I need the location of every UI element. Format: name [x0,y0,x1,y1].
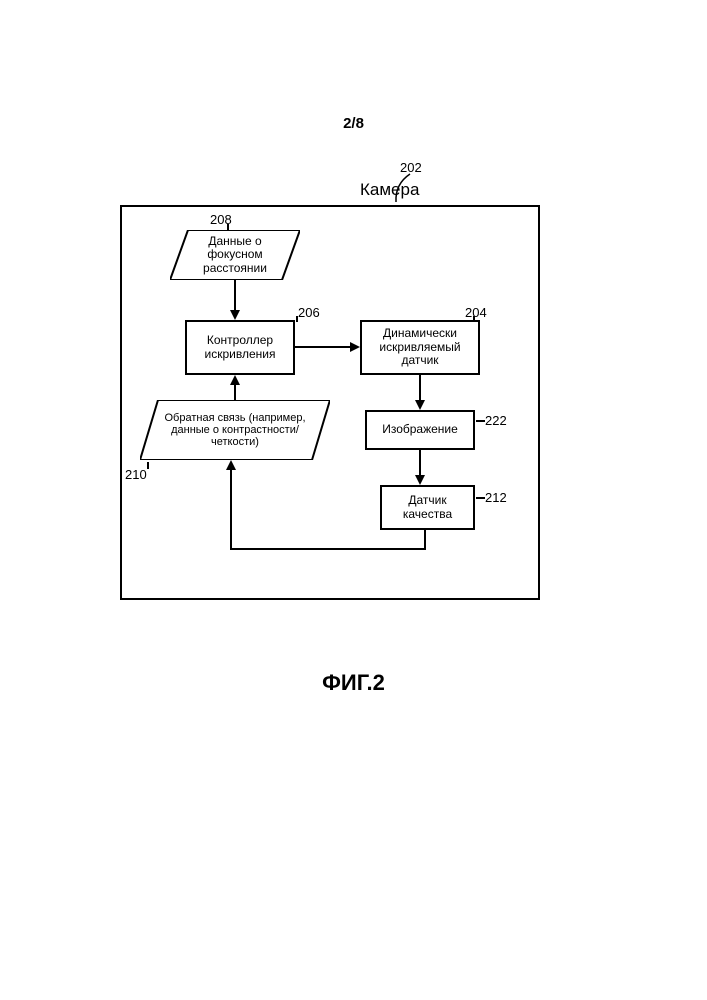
ref-label-204: 204 [465,305,487,320]
arrow-head-icon [350,342,360,352]
node-controller: Контроллер искривления [185,320,295,375]
edge-sensor-to-image [419,375,421,402]
edge-quality-to-feedback-seg3 [230,468,232,550]
edge-focal-to-controller [234,280,236,312]
ref-text: 210 [125,467,147,482]
node-label: Датчик качества [384,494,471,522]
node-image: Изображение [365,410,475,450]
ref-text: 222 [485,413,507,428]
node-label: Динамически искривляемый датчик [364,327,476,368]
node-label: Данные о фокусном расстоянии [170,230,300,280]
arrow-head-icon [415,400,425,410]
node-label: Контроллер искривления [189,334,291,362]
figure-label: ФИГ.2 [0,670,707,696]
ref-text: 204 [465,305,487,320]
lead-206 [296,316,298,322]
edge-feedback-to-controller [234,383,236,400]
ref-label-212: 212 [485,490,507,505]
edge-quality-to-feedback-seg1 [424,530,426,550]
ref-label-210: 210 [125,467,147,482]
node-feedback: Обратная связь (например, данные о контр… [140,400,330,460]
page-number: 2/8 [0,115,707,132]
lead-212 [476,497,485,499]
node-focal-data: Данные о фокусном расстоянии [170,230,300,280]
lead-210 [147,462,149,469]
arrow-head-icon [230,310,240,320]
arrow-head-icon [230,375,240,385]
node-label: Изображение [382,423,458,437]
edge-controller-to-sensor [295,346,352,348]
node-quality: Датчик качества [380,485,475,530]
arrow-head-icon [226,460,236,470]
ref-text: 206 [298,305,320,320]
ref-text: 212 [485,490,507,505]
node-sensor: Динамически искривляемый датчик [360,320,480,375]
arrow-head-icon [415,475,425,485]
edge-image-to-quality [419,450,421,477]
lead-222 [476,420,485,422]
diagram: Камера 202 208 206 204 210 222 212 [115,160,545,600]
lead-202 [393,172,413,204]
edge-quality-to-feedback-seg2 [230,548,426,550]
ref-label-206: 206 [298,305,320,320]
ref-label-222: 222 [485,413,507,428]
node-label: Обратная связь (например, данные о контр… [140,400,330,460]
